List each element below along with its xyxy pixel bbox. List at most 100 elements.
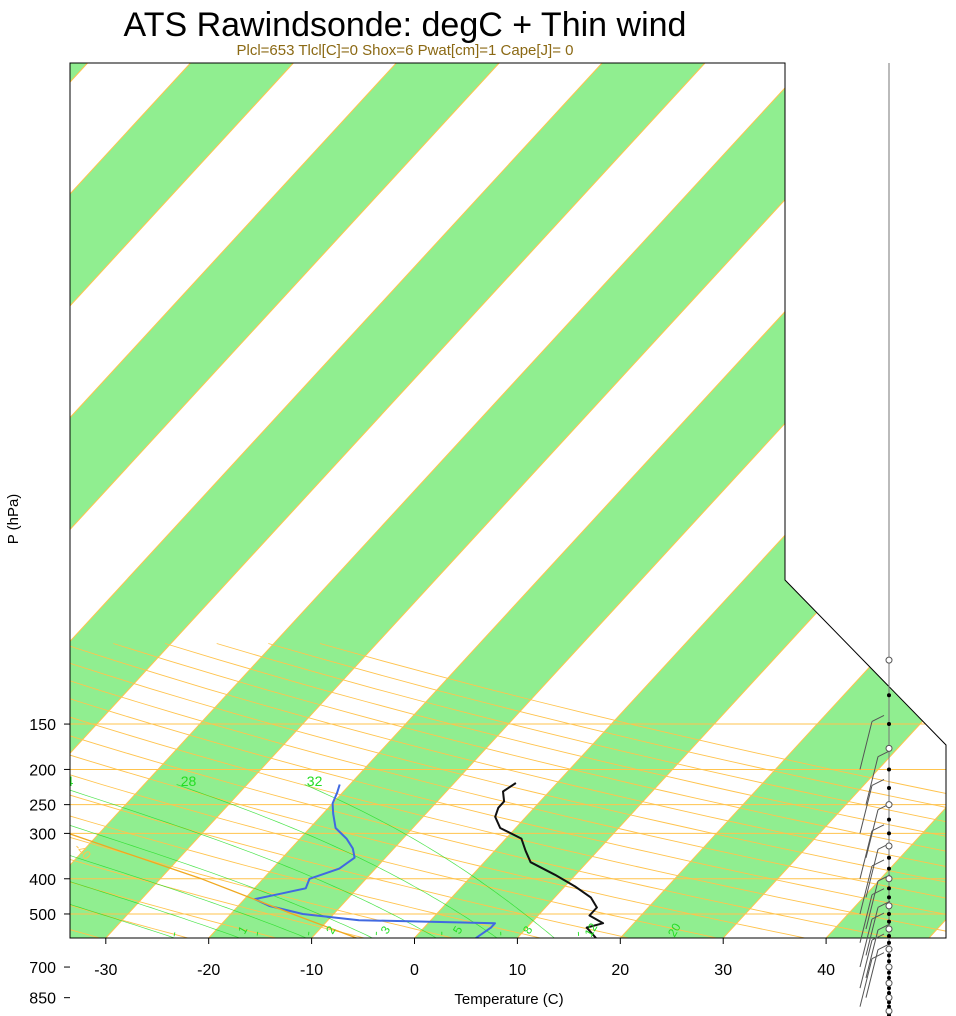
temperature-band <box>70 63 911 938</box>
y-axis-label: P (hPa) <box>5 494 22 545</box>
calm-wind-circle <box>885 656 893 664</box>
p-tick-label: 150 <box>29 717 56 734</box>
x-tick-label: 0 <box>410 962 419 979</box>
axis-labels: -30 -20 -10 0 10 20 30 40 150 200 250 300 400 500 700 8… <box>29 717 835 1008</box>
isotherm-line <box>70 63 294 938</box>
dry-adiabat <box>70 643 946 938</box>
isotherm-line <box>70 63 603 938</box>
calm-wind-circle <box>885 945 893 953</box>
wind-barb <box>859 830 873 879</box>
calm-wind-circle <box>885 801 893 809</box>
wind-barb <box>865 929 879 979</box>
wind-barb-flag <box>877 923 891 931</box>
dewpoint-line <box>253 784 496 938</box>
wind-barb-flag <box>871 714 885 722</box>
wind-barb-flag <box>871 952 885 960</box>
wind-barb <box>859 865 873 915</box>
wind-dot <box>887 990 891 995</box>
wind-dot <box>887 831 891 836</box>
p-tick-label: 400 <box>29 872 56 889</box>
dry-adiabat <box>70 643 946 938</box>
parcel-line <box>70 674 501 938</box>
temperature-band <box>620 63 946 938</box>
dry-adiabat <box>70 643 946 938</box>
sounding-profiles <box>70 674 668 938</box>
wind-barb <box>859 939 873 989</box>
mixing-ratio-line <box>158 931 176 938</box>
wind-dot <box>887 786 891 791</box>
wind-profile <box>859 63 893 1016</box>
wind-barb <box>865 809 879 858</box>
wind-barb <box>859 918 873 968</box>
calm-wind-circle <box>885 875 893 883</box>
dry-adiabat <box>113 643 946 938</box>
dry-adiabats <box>70 643 946 938</box>
wind-barb <box>859 785 873 834</box>
isotherm-label-right: 0 <box>783 508 803 528</box>
mixing-ratio-line <box>577 931 593 938</box>
wind-barb <box>859 894 873 943</box>
wind-barb-flag <box>871 888 885 896</box>
wind-barb <box>859 721 873 770</box>
wind-barb <box>865 849 879 898</box>
wind-dot <box>887 970 891 975</box>
wind-dot <box>887 959 891 964</box>
wind-dot <box>887 886 891 891</box>
wind-barb <box>865 880 879 930</box>
wind-dot <box>887 919 891 924</box>
temperature-band <box>70 63 500 938</box>
wind-dot <box>887 817 891 822</box>
moist-adiabat-label: 28 <box>181 773 197 789</box>
moist-adiabat <box>70 784 577 938</box>
wind-barb-flag <box>871 912 885 920</box>
dry-adiabat <box>70 643 946 938</box>
chart-subtitle: Plcl=653 Tlcl[C]=0 Shox=6 Pwat[cm]=1 Cap… <box>237 42 574 59</box>
calm-wind-circle <box>885 925 893 933</box>
isotherm-line <box>619 63 946 938</box>
dry-adiabat <box>70 643 946 938</box>
p-tick-label: 700 <box>29 960 56 977</box>
dry-adiabat <box>70 643 946 938</box>
plot-border <box>69 62 947 939</box>
x-tick-label: -10 <box>300 962 323 979</box>
isotherm-line <box>722 63 946 938</box>
x-tick-label: -20 <box>197 962 220 979</box>
wind-dot <box>887 953 891 958</box>
wind-barb <box>859 958 873 1007</box>
dry-adiabat <box>70 643 946 938</box>
p-tick-label: 500 <box>29 907 56 924</box>
wind-barb <box>865 756 879 805</box>
dry-adiabat <box>164 643 946 938</box>
wind-barb <box>865 949 879 998</box>
x-tick-label: 20 <box>611 962 629 979</box>
wind-barb <box>865 907 879 956</box>
isotherm-line <box>70 63 500 938</box>
wind-dot <box>887 866 891 871</box>
temperature-band <box>70 63 705 938</box>
wind-dot <box>887 934 891 939</box>
moist-adiabat <box>70 784 494 938</box>
wind-barb-flag <box>877 943 891 951</box>
p-tick-label: 200 <box>29 762 56 779</box>
wind-barb-flag <box>871 824 885 832</box>
x-tick-label: 30 <box>714 962 732 979</box>
calm-wind-circle <box>885 842 893 850</box>
mixing-ratio-line <box>441 931 446 938</box>
dry-adiabat <box>70 643 473 938</box>
dry-adiabat <box>216 643 946 938</box>
wind-dot <box>887 767 891 772</box>
dry-adiabat <box>268 643 946 938</box>
dry-adiabat <box>70 643 578 938</box>
isotherm-line <box>311 63 946 938</box>
calm-wind-circle <box>885 963 893 971</box>
calm-wind-circle <box>885 994 893 1002</box>
wind-dot <box>887 895 891 900</box>
calm-wind-circle <box>885 744 893 752</box>
dry-adiabat <box>70 643 682 938</box>
mixing-ratio-line <box>246 931 259 938</box>
isotherm-line <box>105 63 912 938</box>
p-tick-label: 850 <box>29 991 56 1008</box>
moist-adiabat-label: 32 <box>307 773 323 789</box>
